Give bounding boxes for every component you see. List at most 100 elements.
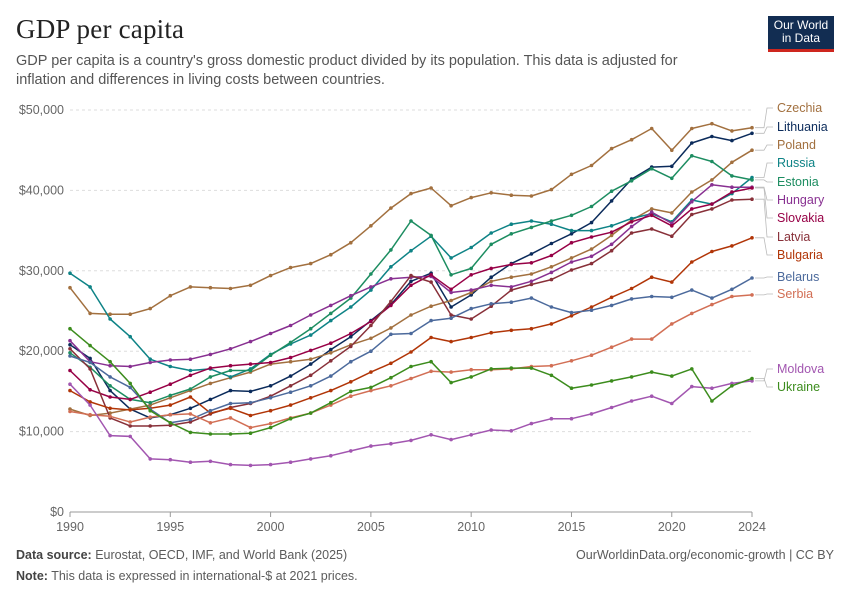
data-point-hungary — [228, 347, 233, 351]
data-point-hungary — [710, 183, 714, 187]
data-point-bulgaria — [308, 396, 313, 400]
data-point-bulgaria — [569, 314, 574, 318]
data-point-latvia — [329, 359, 333, 363]
data-point-serbia — [268, 421, 273, 426]
data-point-estonia — [248, 368, 253, 373]
data-point-serbia — [569, 359, 574, 363]
data-point-ukraine — [308, 411, 313, 415]
data-point-estonia — [148, 400, 152, 405]
data-point-serbia — [469, 367, 474, 372]
data-point-moldova — [268, 462, 273, 467]
legend-label-ukraine: Ukraine — [777, 380, 820, 394]
data-point-ukraine — [730, 384, 734, 388]
data-point-belarus — [730, 287, 734, 292]
data-point-moldova — [188, 460, 193, 465]
data-point-latvia — [308, 373, 313, 378]
data-point-bulgaria — [649, 275, 654, 280]
data-point-russia — [128, 334, 132, 339]
data-point-belarus — [88, 360, 92, 365]
data-point-poland — [389, 326, 393, 330]
data-point-ukraine — [128, 381, 132, 386]
data-point-moldova — [509, 429, 514, 433]
data-point-slovakia — [449, 287, 453, 292]
data-point-serbia — [609, 345, 614, 350]
x-tick-label: 2005 — [357, 520, 385, 534]
data-point-slovakia — [228, 363, 233, 368]
data-point-estonia — [489, 242, 494, 247]
data-point-russia — [228, 375, 233, 379]
label-connector-hungary — [755, 186, 773, 201]
data-point-moldova — [629, 399, 634, 403]
data-point-bulgaria — [68, 388, 72, 393]
data-point-hungary — [569, 260, 574, 264]
data-point-serbia — [248, 425, 253, 430]
data-point-ukraine — [750, 376, 754, 381]
data-point-bulgaria — [128, 408, 132, 412]
data-point-czechia — [609, 146, 614, 151]
data-point-poland — [489, 279, 494, 284]
data-point-ukraine — [529, 366, 534, 370]
legend-label-estonia: Estonia — [777, 175, 819, 189]
data-point-moldova — [409, 438, 413, 443]
data-point-latvia — [409, 273, 413, 278]
data-point-hungary — [609, 242, 614, 247]
label-connector-ukraine — [755, 378, 773, 388]
data-point-slovakia — [710, 202, 714, 206]
data-point-slovakia — [469, 273, 474, 277]
data-point-slovakia — [509, 262, 514, 267]
data-point-moldova — [449, 437, 453, 442]
data-point-latvia — [569, 268, 574, 272]
data-point-moldova — [469, 433, 474, 437]
data-point-lithuania — [690, 141, 694, 145]
data-point-latvia — [670, 234, 674, 238]
data-point-hungary — [349, 293, 353, 298]
data-point-hungary — [629, 224, 634, 229]
data-point-czechia — [268, 273, 273, 278]
data-point-russia — [168, 364, 173, 369]
data-point-ukraine — [429, 359, 433, 364]
data-point-russia — [68, 271, 72, 276]
data-point-russia — [449, 256, 453, 260]
data-point-moldova — [168, 457, 173, 462]
data-point-lithuania — [68, 343, 72, 347]
data-point-ukraine — [268, 425, 273, 430]
data-point-moldova — [68, 382, 72, 387]
data-point-bulgaria — [690, 260, 694, 264]
data-point-belarus — [469, 306, 474, 311]
data-point-bulgaria — [469, 335, 474, 340]
x-tick-label: 2010 — [457, 520, 485, 534]
data-point-slovakia — [549, 253, 554, 258]
data-point-hungary — [168, 358, 173, 362]
label-connector-serbia — [755, 293, 773, 296]
data-point-lithuania — [489, 275, 494, 280]
data-point-estonia — [609, 189, 614, 193]
data-point-moldova — [148, 457, 152, 461]
data-point-estonia — [268, 353, 273, 358]
data-point-belarus — [609, 303, 614, 308]
data-point-moldova — [389, 441, 393, 446]
owid-logo[interactable]: Our World in Data — [768, 16, 834, 52]
data-point-czechia — [88, 311, 92, 316]
data-source-text: Eurostat, OECD, IMF, and World Bank (202… — [91, 548, 348, 562]
data-point-slovakia — [248, 362, 253, 366]
data-point-slovakia — [108, 395, 112, 399]
data-point-belarus — [549, 305, 554, 309]
data-note: Note: This data is expressed in internat… — [16, 569, 358, 583]
data-point-belarus — [268, 396, 273, 400]
data-point-ukraine — [670, 374, 674, 378]
data-point-moldova — [108, 433, 112, 438]
data-point-latvia — [750, 197, 754, 201]
data-point-estonia — [449, 273, 453, 277]
data-point-ukraine — [649, 370, 654, 374]
data-point-serbia — [389, 384, 393, 388]
data-point-lithuania — [349, 334, 353, 339]
data-point-latvia — [730, 198, 734, 202]
legend-label-moldova: Moldova — [777, 362, 824, 376]
legend-label-latvia: Latvia — [777, 230, 810, 244]
data-point-slovakia — [308, 348, 313, 353]
data-point-estonia — [288, 340, 293, 345]
data-point-estonia — [629, 179, 634, 183]
data-point-slovakia — [569, 240, 574, 245]
source-url-link[interactable]: OurWorldinData.org/economic-growth | CC … — [576, 548, 834, 562]
data-point-ukraine — [629, 375, 634, 379]
